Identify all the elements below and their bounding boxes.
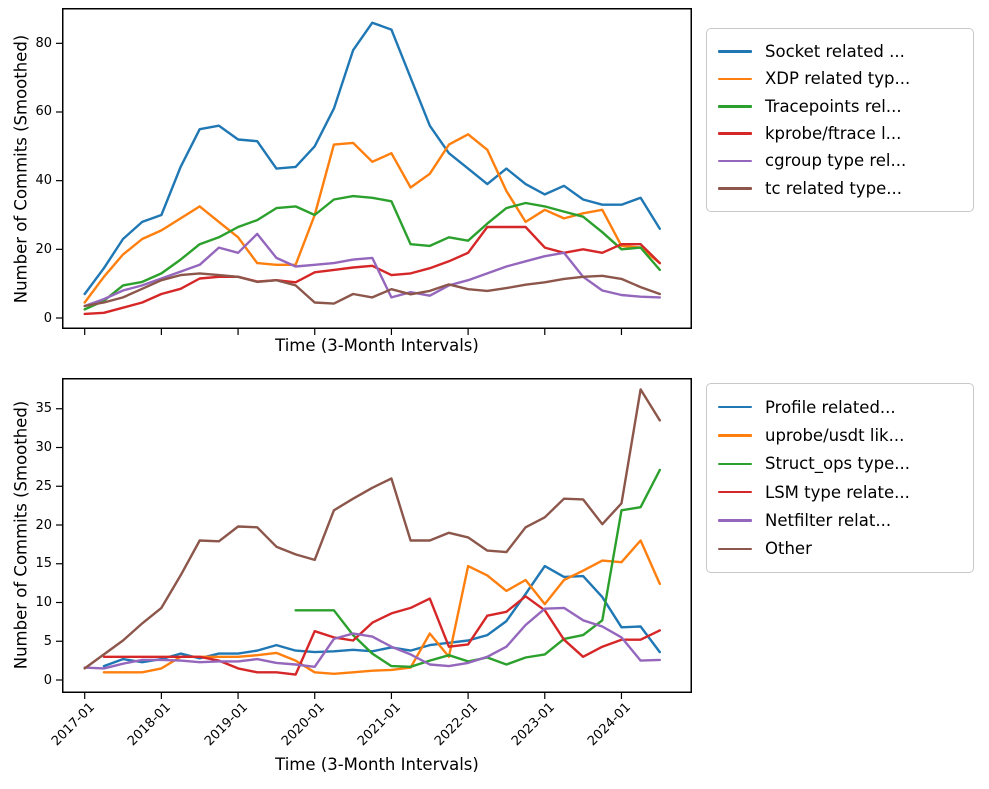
x-tick-label: 2024-01 (585, 700, 635, 750)
series-line-other (83, 388, 661, 670)
y-tick-label: 80 (35, 35, 52, 51)
y-tick-label: 20 (35, 241, 52, 257)
legend-row: XDP related typ... (718, 65, 962, 92)
legend-row: Profile related... (718, 393, 962, 421)
legend-label: tc related type... (765, 178, 902, 198)
legend-label: XDP related typ... (765, 69, 911, 89)
legend-line-swatch (718, 105, 752, 108)
legend-label: Other (765, 539, 812, 559)
legend-row: Socket related ... (718, 38, 962, 65)
legend-line-swatch (718, 159, 752, 163)
legend-row: Other (718, 535, 962, 563)
x-tick-label: 2020-01 (278, 700, 328, 750)
y-tick-label: 40 (35, 173, 52, 189)
axes-frame (62, 8, 692, 329)
legend-label: kprobe/ftrace l... (765, 124, 902, 144)
series-line-tc-related-type- (83, 272, 661, 308)
axes-frame (62, 378, 692, 693)
legend-label: Profile related... (765, 397, 896, 417)
legend-label: uprobe/usdt lik... (765, 425, 905, 445)
y-tick-label: 25 (35, 478, 52, 494)
legend-row: Struct_ops type... (718, 450, 962, 478)
series-line-socket-related- (83, 21, 661, 296)
x-tick-label: 2019-01 (201, 700, 251, 750)
legend-row: LSM type relate... (718, 478, 962, 506)
y-tick-label: 5 (43, 633, 52, 649)
x-tick-label: 2022-01 (432, 700, 482, 750)
legend-label: Tracepoints rel... (765, 96, 902, 116)
y-tick-label: 60 (35, 104, 52, 120)
series-line-lsm-type-relate- (102, 595, 661, 676)
legend-line-swatch (718, 547, 752, 551)
legend-line-swatch (718, 77, 752, 81)
y-tick-label: 0 (43, 672, 52, 688)
legend-label: Struct_ops type... (765, 454, 910, 474)
legend-row: tc related type... (718, 175, 962, 202)
top-x-axis-label: Time (3-Month Intervals) (275, 336, 479, 355)
x-tick-label: 2021-01 (355, 700, 405, 750)
legend-row: uprobe/usdt lik... (718, 421, 962, 449)
legend-line-swatch (718, 50, 752, 53)
bottom-x-axis-label: Time (3-Month Intervals) (275, 755, 479, 774)
y-tick-label: 10 (35, 595, 52, 610)
y-tick-label: 20 (35, 517, 52, 533)
legend-line-swatch (718, 434, 752, 437)
legend-label: LSM type relate... (765, 482, 910, 502)
top-legend: Socket related ... XDP related typ... Trac… (706, 28, 974, 212)
legend-line-swatch (718, 519, 752, 522)
legend-line-swatch (718, 405, 752, 409)
legend-label: cgroup type rel... (765, 151, 907, 171)
legend-row: Netfilter relat... (718, 506, 962, 534)
x-tick-label: 2017-01 (48, 700, 98, 750)
legend-row: kprobe/ftrace l... (718, 120, 962, 147)
series-line-uprobe-usdt-lik- (102, 539, 661, 675)
y-tick-label: 0 (43, 310, 52, 326)
top-plot-area (56, 8, 692, 335)
series-line-cgroup-type-rel- (83, 232, 661, 308)
bottom-plot-area (56, 378, 692, 699)
x-tick-label: 2023-01 (508, 700, 558, 750)
x-tick-label: 2018-01 (125, 700, 175, 750)
legend-row: Tracepoints rel... (718, 93, 962, 120)
legend-line-swatch (718, 490, 752, 494)
legend-line-swatch (718, 462, 752, 466)
legend-line-swatch (718, 187, 752, 190)
series-line-xdp-related-typ- (83, 133, 661, 304)
legend-label: Netfilter relat... (765, 510, 892, 530)
series-line-netfilter-relat- (83, 606, 661, 670)
series-line-kprobe-ftrace-l- (83, 225, 661, 316)
legend-label: Socket related ... (765, 42, 905, 62)
legend-row: cgroup type rel... (718, 147, 962, 174)
series-line-tracepoints-rel- (83, 194, 661, 311)
bottom-legend: Profile related... uprobe/usdt lik... Stru… (706, 383, 974, 573)
legend-line-swatch (718, 132, 752, 135)
y-tick-label: 15 (35, 556, 52, 572)
top-y-axis-label: Number of Commits (Smoothed) (11, 34, 31, 304)
y-tick-label: 30 (35, 440, 52, 455)
y-tick-label: 35 (35, 401, 52, 417)
